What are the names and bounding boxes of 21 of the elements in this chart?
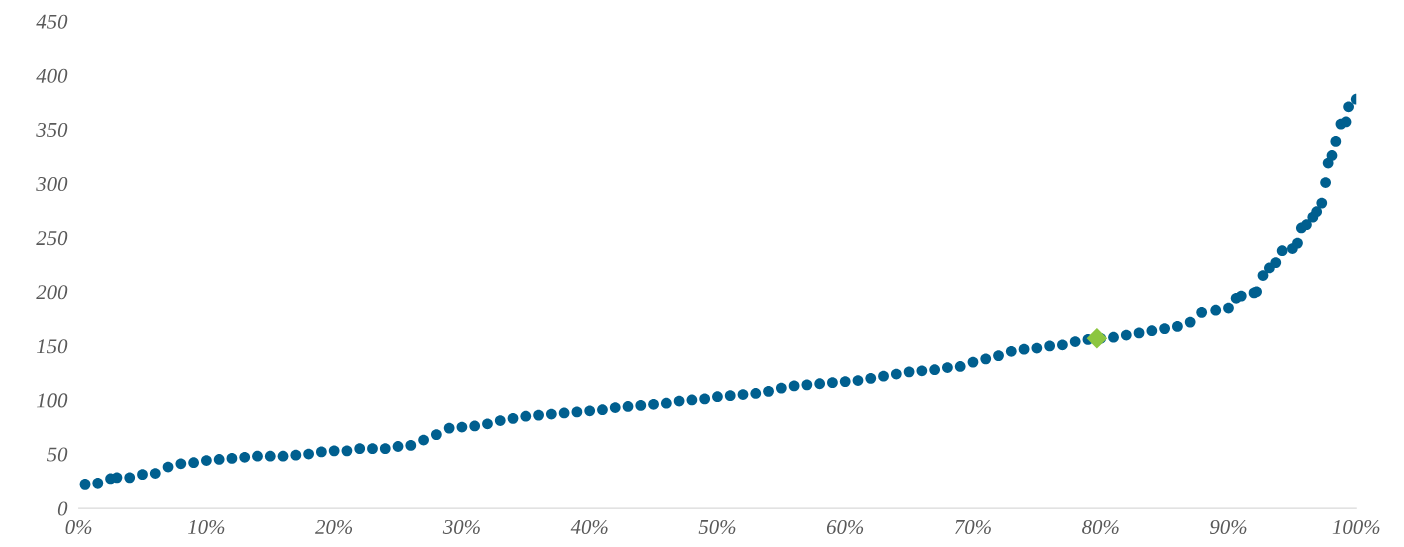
y-tick-label: 100 xyxy=(37,393,68,408)
x-tick-label: 10% xyxy=(188,519,225,534)
x-tick-label: 20% xyxy=(315,519,353,534)
x-tick-label: 100% xyxy=(1332,519,1380,534)
x-tick-label: 60% xyxy=(826,519,864,534)
y-tick-label: 450 xyxy=(36,14,68,29)
y-tick-label: 250 xyxy=(36,231,68,246)
y-tick-label: 400 xyxy=(36,68,68,83)
x-tick-label: 40% xyxy=(570,519,608,534)
x-tick-label: 50% xyxy=(698,519,736,534)
y-tick-label: 350 xyxy=(36,122,68,137)
x-tick-label: 80% xyxy=(1082,519,1119,534)
x-tick-label: 30% xyxy=(442,519,480,534)
x-tick-label: 0% xyxy=(65,519,92,534)
y-tick-label: 50 xyxy=(47,447,68,462)
y-tick-label: 0 xyxy=(57,501,68,516)
x-tick-label: 70% xyxy=(955,519,991,534)
y-tick-label: 200 xyxy=(36,285,68,300)
x-tick-label: 90% xyxy=(1210,519,1247,534)
y-tick-label: 300 xyxy=(36,176,68,192)
y-tick-label: 150 xyxy=(37,339,68,354)
